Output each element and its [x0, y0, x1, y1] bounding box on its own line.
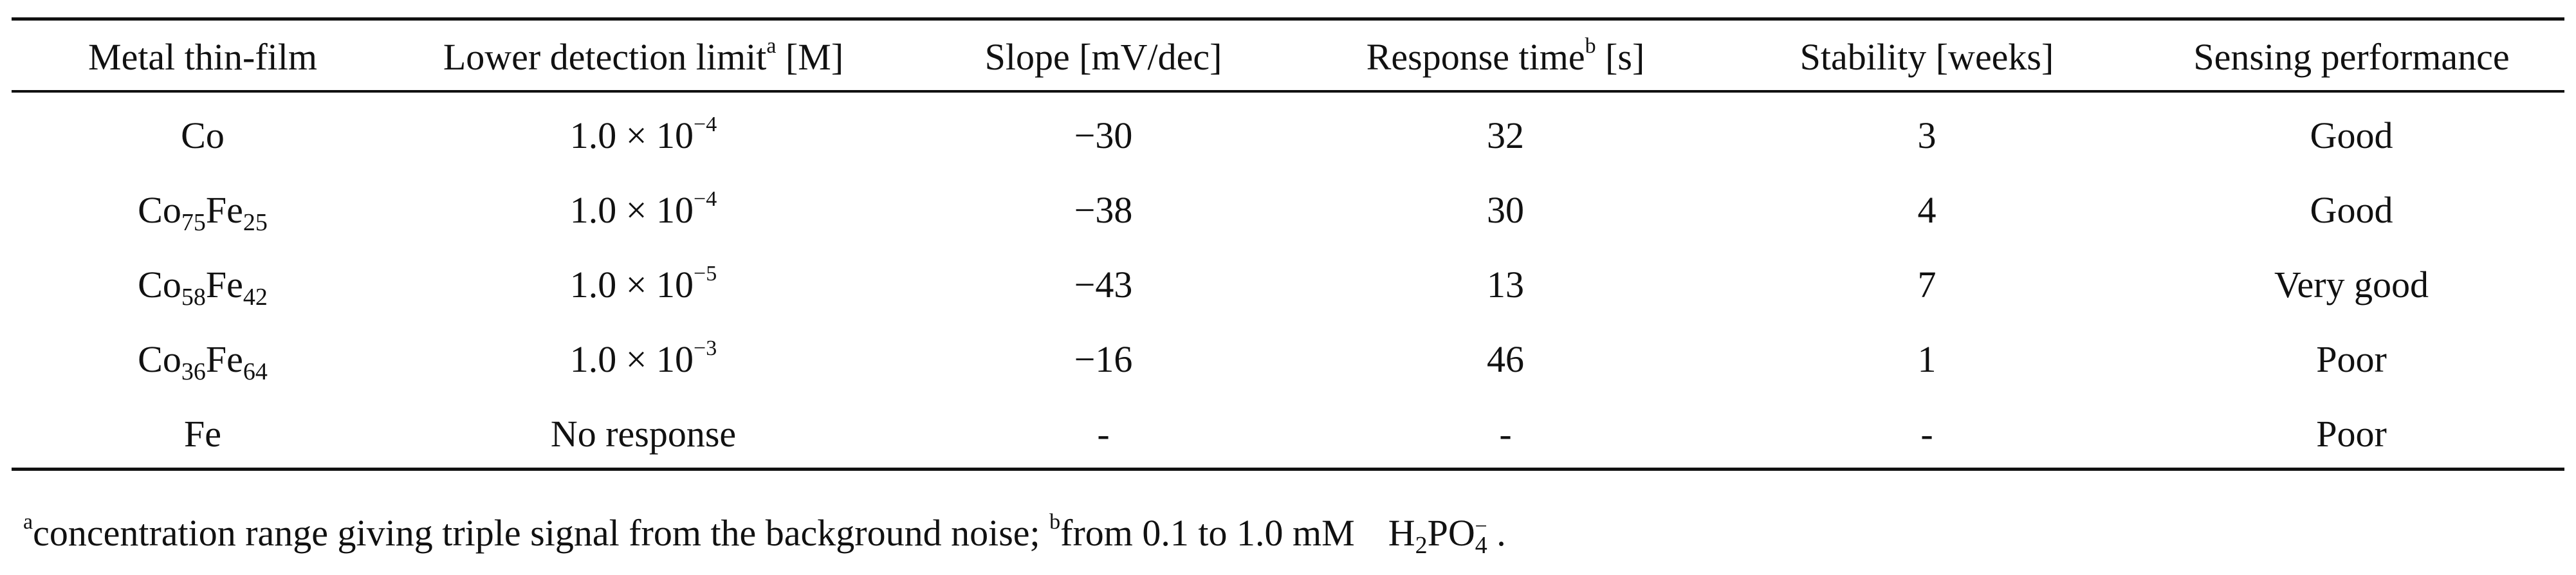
cell-film-fe: Fe: [184, 415, 221, 453]
header-metal-thin-film: Metal thin-film: [88, 39, 317, 76]
limit-exponent: −5: [694, 262, 717, 286]
header-response-time-text: Response time: [1366, 36, 1585, 78]
cell-response-co58fe42: 13: [1487, 264, 1524, 306]
ion-po4: PO4−: [1427, 512, 1487, 558]
film-el2: Fe: [205, 264, 243, 306]
limit-exponent: −4: [694, 113, 717, 136]
ion-po: PO: [1427, 512, 1475, 554]
limit-mantissa: 1.0 × 10: [569, 338, 694, 380]
film-sub1: 58: [181, 284, 206, 311]
header-stability: Stability [weeks]: [1800, 39, 2054, 76]
header-metal-thin-film-text: Metal thin-film: [88, 36, 317, 78]
table-footnote: aconcentration range giving triple signa…: [23, 511, 1506, 558]
cell-limit-co36fe64: 1.0 × 10−3: [569, 338, 717, 380]
ion-h-sub: 2: [1415, 532, 1428, 559]
film-base: Co: [181, 114, 225, 156]
cell-stability-co36fe64: 1: [1917, 338, 1937, 380]
header-lower-detection-limit-unit: [M]: [776, 36, 844, 78]
header-lower-detection-limit: Lower detection limita [M]: [443, 35, 844, 78]
film-sub2: 25: [243, 209, 268, 236]
footnote-marker-b: b: [1585, 34, 1596, 58]
limit-mantissa: 1.0 × 10: [569, 264, 694, 306]
cell-limit-fe: No response: [551, 415, 736, 453]
cell-limit-co75fe25: 1.0 × 10−4: [569, 188, 717, 231]
film-sub1: 75: [181, 209, 206, 236]
cell-response-fe: -: [1499, 413, 1512, 455]
cell-slope-fe: -: [1097, 413, 1110, 455]
limit-mantissa: 1.0 × 10: [569, 189, 694, 231]
film-el2: Fe: [205, 338, 243, 380]
cell-response-co: 32: [1487, 114, 1524, 156]
cell-film-co75fe25: Co75Fe25: [138, 189, 268, 235]
cell-slope-co: −30: [1074, 114, 1133, 156]
cell-stability-fe: -: [1920, 413, 1933, 455]
film-base: Co: [138, 189, 181, 231]
cell-slope-co36fe64: −16: [1074, 338, 1133, 380]
ion-h: H: [1388, 512, 1415, 554]
ion-po-sub: 4: [1475, 532, 1487, 559]
header-slope-text: Slope [mV/dec]: [984, 36, 1222, 78]
cell-performance-fe: Poor: [2316, 413, 2387, 455]
film-sub2: 42: [243, 284, 268, 311]
cell-performance-co58fe42: Very good: [2274, 264, 2429, 306]
film-base: Co: [138, 338, 181, 380]
cell-stability-co58fe42: 7: [1917, 264, 1937, 306]
header-sensing-performance-text: Sensing performance: [2193, 36, 2510, 78]
header-lower-detection-limit-text: Lower detection limit: [443, 36, 767, 78]
limit-exponent: −3: [694, 336, 717, 360]
limit-exponent: −4: [694, 187, 717, 211]
header-slope: Slope [mV/dec]: [985, 39, 1222, 76]
cell-stability-co: 3: [1917, 114, 1937, 156]
header-sensing-performance: Sensing performance: [2193, 39, 2509, 76]
footnote-a-marker: a: [23, 510, 33, 534]
cell-performance-co36fe64: Poor: [2316, 338, 2387, 380]
cell-film-co36fe64: Co36Fe64: [138, 338, 268, 385]
footnote-end: .: [1487, 512, 1506, 554]
header-stability-text: Stability [weeks]: [1799, 36, 2054, 78]
footnote-b-marker: b: [1049, 510, 1061, 534]
table-header-rule: [12, 90, 2564, 93]
film-sub1: 36: [181, 358, 206, 385]
footnote-a-text: concentration range giving triple signal…: [33, 512, 1050, 554]
cell-performance-co75fe25: Good: [2310, 189, 2393, 231]
footnote-b-text: from 0.1 to 1.0 mM: [1060, 512, 1355, 554]
cell-film-co: Co: [181, 117, 225, 154]
ion-charge: −: [1475, 515, 1487, 538]
cell-limit-co: 1.0 × 10−4: [569, 114, 717, 156]
header-response-time-unit: [s]: [1596, 36, 1645, 78]
film-sub2: 64: [243, 358, 268, 385]
film-base: Co: [138, 264, 181, 306]
film-el2: Fe: [205, 189, 243, 231]
table-bottom-rule: [12, 468, 2564, 471]
cell-response-co36fe64: 46: [1487, 338, 1524, 380]
cell-slope-co75fe25: −38: [1074, 189, 1133, 231]
cell-response-co75fe25: 30: [1487, 189, 1524, 231]
table-top-rule: [12, 17, 2564, 21]
film-base: Fe: [184, 413, 221, 455]
limit-text: No response: [550, 413, 737, 455]
cell-stability-co75fe25: 4: [1917, 189, 1937, 231]
limit-mantissa: 1.0 × 10: [569, 114, 694, 156]
cell-film-co58fe42: Co58Fe42: [138, 264, 268, 310]
footnote-marker-a: a: [766, 34, 777, 58]
header-response-time: Response timeb [s]: [1366, 35, 1645, 78]
cell-performance-co: Good: [2310, 114, 2393, 156]
ion-formula: H2PO4−: [1388, 512, 1487, 558]
cell-slope-co58fe42: −43: [1074, 264, 1133, 306]
cell-limit-co58fe42: 1.0 × 10−5: [569, 263, 717, 306]
